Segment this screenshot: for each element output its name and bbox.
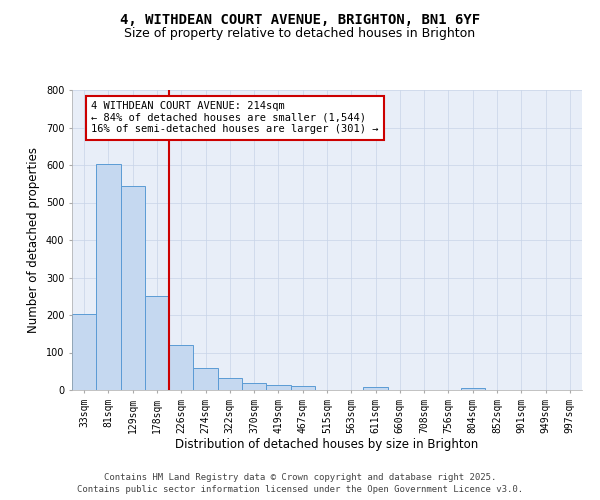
- Text: Size of property relative to detached houses in Brighton: Size of property relative to detached ho…: [124, 28, 476, 40]
- Bar: [266, 385, 290, 390]
- X-axis label: Distribution of detached houses by size in Brighton: Distribution of detached houses by size …: [175, 438, 479, 452]
- Bar: [290, 386, 315, 390]
- Text: 4 WITHDEAN COURT AVENUE: 214sqm
← 84% of detached houses are smaller (1,544)
16%: 4 WITHDEAN COURT AVENUE: 214sqm ← 84% of…: [91, 101, 379, 134]
- Bar: [461, 388, 485, 390]
- Bar: [218, 378, 242, 390]
- Bar: [242, 382, 266, 390]
- Bar: [96, 164, 121, 390]
- Bar: [145, 296, 169, 390]
- Bar: [72, 314, 96, 390]
- Bar: [169, 346, 193, 390]
- Bar: [364, 387, 388, 390]
- Text: Contains HM Land Registry data © Crown copyright and database right 2025.
Contai: Contains HM Land Registry data © Crown c…: [77, 472, 523, 494]
- Y-axis label: Number of detached properties: Number of detached properties: [28, 147, 40, 333]
- Bar: [121, 186, 145, 390]
- Text: 4, WITHDEAN COURT AVENUE, BRIGHTON, BN1 6YF: 4, WITHDEAN COURT AVENUE, BRIGHTON, BN1 …: [120, 12, 480, 26]
- Bar: [193, 368, 218, 390]
